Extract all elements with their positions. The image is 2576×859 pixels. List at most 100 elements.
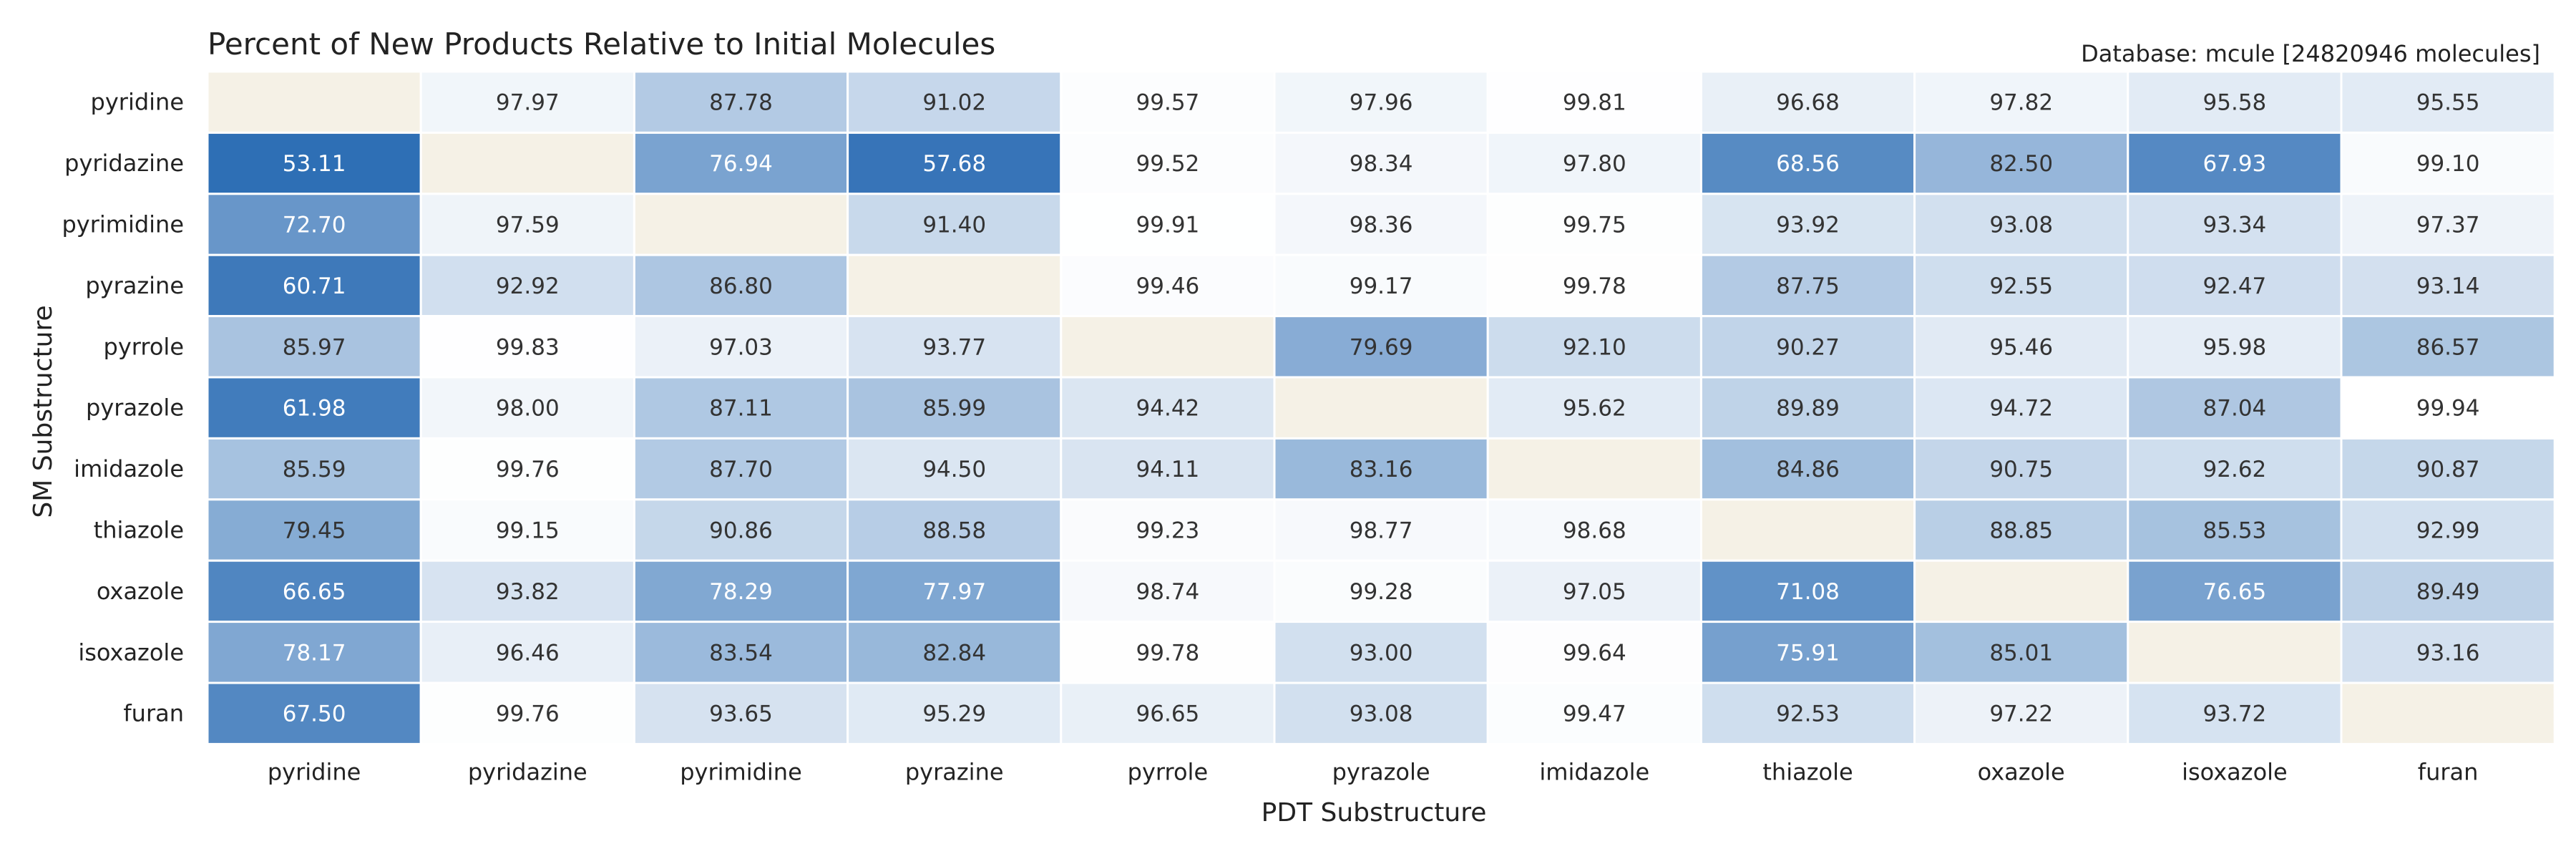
cell-value-label: 75.91 [1776,640,1840,666]
y-tick-label: isoxazole [78,639,184,666]
heatmap-cell [1913,437,2129,501]
heatmap-cell [1913,621,2129,684]
x-axis-ticks: pyridine pyridazine pyrimidine pyrazine pyrr… [268,758,2479,785]
heatmap-cell [1060,376,1276,440]
cell-value-label: 95.98 [2203,334,2267,360]
heatmap-cell [1699,193,1916,256]
heatmap-cell [1060,681,1276,745]
x-tick-label: pyridine [268,758,361,785]
heatmap-cell [2127,253,2343,318]
cell-value-label: 88.85 [1989,518,2053,544]
heatmap-cell [1699,681,1916,745]
cell-value-label: 90.27 [1776,334,1840,360]
cell-value-label: 98.74 [1136,579,1200,605]
cell-value-label: 98.34 [1350,151,1413,177]
cell-value-label: 57.68 [922,151,986,177]
cell-value-label: 99.75 [1563,213,1626,238]
cell-value-label: 99.15 [496,518,560,544]
heatmap-cell [206,193,422,256]
heatmap-cell [2127,498,2343,562]
cell-value-label: 97.96 [1350,90,1413,116]
x-tick-label: isoxazole [2182,758,2288,785]
heatmap-cell [1486,253,1702,318]
x-tick-label: pyrazole [1332,758,1430,785]
heatmap-cell [2127,681,2343,745]
cell-value-label: 95.46 [1989,334,2053,360]
cell-value-label: 53.11 [283,151,346,177]
cell-value-label: 86.57 [2416,334,2480,360]
heatmap-cell [1913,131,2129,195]
heatmap-cell [847,376,1063,440]
cell-value-label: 92.99 [2416,518,2480,544]
cell-value-label: 87.78 [709,90,773,116]
heatmap-cell [633,498,849,562]
heatmap-cell [2340,437,2556,501]
heatmap-cell [2127,559,2343,623]
cell-value-label: 61.98 [283,396,346,422]
heatmap-cell [1486,70,1702,134]
cell-value-label: 99.81 [1563,90,1626,116]
heatmap-cell [1486,621,1702,684]
cell-value-label: 97.05 [1563,579,1626,605]
cell-value-label: 98.68 [1563,518,1626,544]
cell-value-label: 92.55 [1989,273,2053,299]
x-tick-label: thiazole [1762,758,1853,785]
heatmap-cell [1060,498,1276,562]
cell-value-label: 87.04 [2203,396,2267,422]
x-tick-label: pyridazine [468,758,587,785]
heatmap-cell [2127,376,2343,440]
heatmap-cell [1699,253,1916,318]
cell-value-label: 84.86 [1776,457,1840,482]
cell-value-label: 93.72 [2203,702,2267,727]
heatmap-cell [2127,437,2343,501]
heatmap-cell [633,70,849,134]
heatmap-cell [2340,621,2556,684]
x-tick-label: pyrrole [1128,758,1208,785]
cell-value-label: 60.71 [283,273,346,299]
heatmap-cell [1486,559,1702,623]
heatmap-cell [206,621,422,684]
heatmap-cell [1699,131,1916,195]
cell-value-label: 87.75 [1776,273,1840,299]
cell-value-label: 78.17 [283,640,346,666]
heatmap-cell [1486,315,1702,379]
heatmap-cell [1486,131,1702,195]
cell-value-label: 85.99 [922,396,986,422]
heatmap-cell [1060,131,1276,195]
cell-value-label: 99.47 [1563,702,1626,727]
heatmap-cell [1060,559,1276,623]
cell-value-label: 71.08 [1776,579,1840,605]
heatmap-cell [1913,559,2129,623]
heatmap-cell [2340,131,2556,195]
cell-value-label: 92.62 [2203,457,2267,482]
heatmap-cell [419,681,635,745]
heatmap-cell [2340,681,2556,745]
cell-value-label: 77.97 [922,579,986,605]
cell-value-label: 99.78 [1563,273,1626,299]
cell-value-label: 95.55 [2416,90,2480,116]
cell-value-label: 67.50 [283,702,346,727]
heatmap-cell [2127,193,2343,256]
cell-value-label: 92.47 [2203,273,2267,299]
heatmap-cell [1699,437,1916,501]
heatmap-cell [206,437,422,501]
x-tick-label: imidazole [1539,758,1649,785]
y-axis-label: SM Substructure [29,305,58,518]
heatmap-cell [2340,70,2556,134]
x-tick-label: pyrimidine [680,758,802,785]
heatmap-cell [633,193,849,256]
heatmap-cell [1913,70,2129,134]
cell-value-label: 96.46 [496,640,560,666]
cell-value-label: 99.78 [1136,640,1200,666]
cell-value-label: 97.59 [496,213,560,238]
heatmap-cell [1699,498,1916,562]
heatmap-cell [1273,437,1489,501]
cell-value-label: 88.58 [922,518,986,544]
database-note: Database: mcule [24820946 molecules] [2081,40,2540,67]
x-axis-label: PDT Substructure [1262,798,1487,828]
heatmap-cell [419,70,635,134]
heatmap-cell [633,131,849,195]
heatmap-cell [1486,437,1702,501]
cell-value-label: 68.56 [1776,151,1840,177]
cell-value-label: 90.87 [2416,457,2480,482]
